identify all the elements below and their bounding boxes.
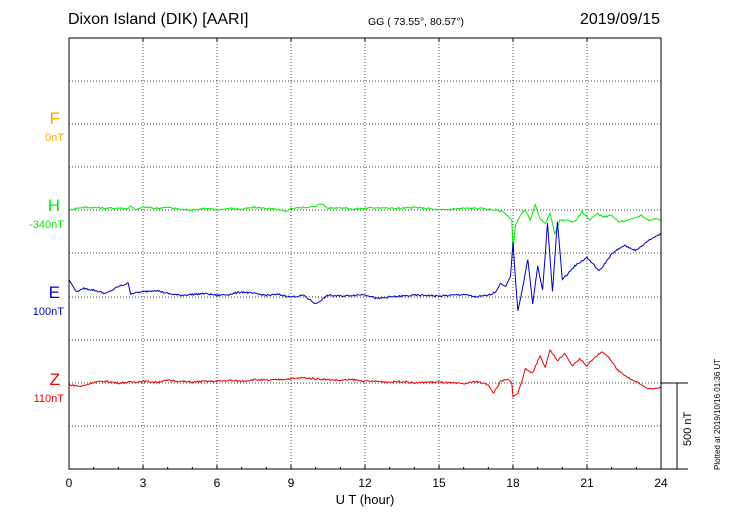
channel-e-label: E — [48, 283, 60, 302]
station-coordinates: GG ( 73.55°, 80.57°) — [368, 16, 464, 28]
channel-z-label: Z — [49, 370, 60, 389]
series-h-line — [68, 203, 662, 252]
x-tick-label: 15 — [432, 476, 446, 490]
x-axis-label: U T (hour) — [336, 492, 395, 507]
series-z-line — [69, 348, 662, 398]
x-tick-label: 21 — [580, 476, 594, 490]
x-tick-label: 12 — [358, 476, 372, 490]
plot-date: 2019/09/15 — [579, 11, 660, 28]
channel-f-label: F — [49, 109, 60, 128]
scale-bar — [661, 382, 688, 470]
scale-bar-label: 500 nT — [682, 411, 694, 446]
channel-z-baseline: 110nT — [33, 393, 64, 405]
channel-e-baseline: 100nT — [32, 306, 64, 318]
grid-lines — [69, 38, 661, 469]
x-tick-label: 9 — [288, 476, 295, 490]
series-e-line — [68, 221, 662, 311]
plotted-timestamp: Plotted at 2019/10/16 01:36 UT — [713, 358, 722, 470]
channel-f-baseline: 0nT — [45, 132, 64, 144]
x-tick-label: 3 — [140, 476, 147, 490]
x-axis-ticks: 0 3 6 9 12 15 18 21 24 — [66, 38, 668, 490]
x-tick-label: 24 — [654, 476, 668, 490]
channel-h-label: H — [47, 196, 60, 215]
x-tick-label: 0 — [66, 476, 73, 490]
x-tick-label: 6 — [214, 476, 221, 490]
station-title: Dixon Island (DIK) [AARI] — [68, 11, 249, 28]
x-tick-label: 18 — [506, 476, 520, 490]
channel-h-baseline: -340nT — [29, 219, 64, 231]
traces — [68, 203, 662, 398]
